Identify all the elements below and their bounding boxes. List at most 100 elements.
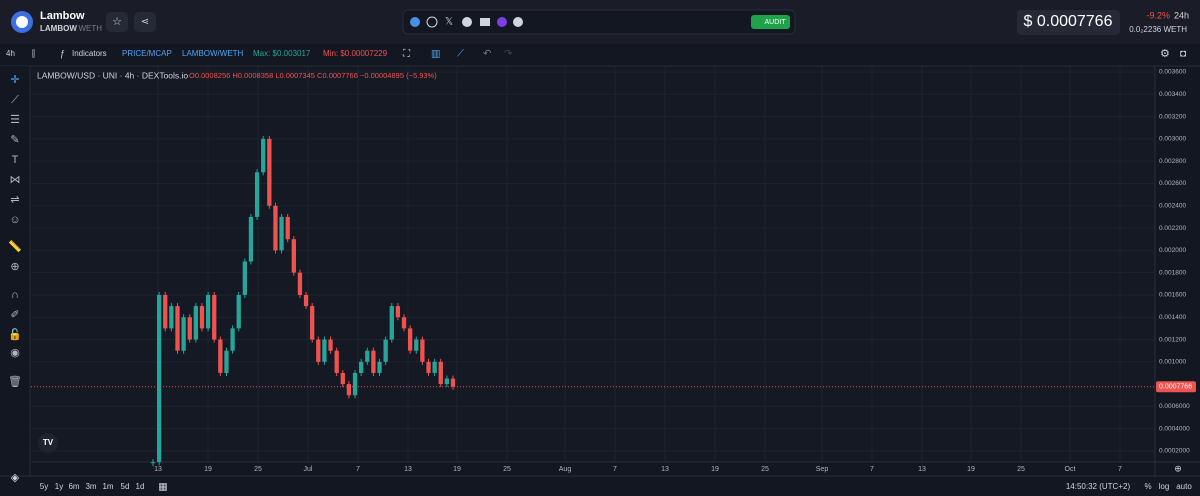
x-tick-label: 7 — [356, 466, 360, 473]
x-icon[interactable]: 𝕏 — [445, 17, 453, 28]
candle — [322, 339, 327, 362]
layers-icon[interactable]: ◈ — [11, 472, 20, 484]
log-toggle[interactable]: log — [1159, 482, 1170, 491]
web-icon[interactable] — [426, 16, 438, 28]
tool-icon[interactable]: ∩ — [11, 289, 19, 301]
y-tick-label: 0.001200 — [1159, 336, 1186, 343]
tool-icon[interactable]: 🔓 — [8, 328, 22, 341]
x-tick-label: 19 — [453, 466, 461, 473]
indicators[interactable]: Indicators — [72, 49, 107, 58]
min-price: Min: $0.00007229 — [323, 49, 388, 58]
x-tick-label: 13 — [154, 466, 162, 473]
y-tick-label: 0.002800 — [1159, 158, 1186, 165]
camera-icon[interactable]: ◘ — [1180, 49, 1186, 60]
candle — [218, 339, 223, 373]
candle — [414, 339, 419, 351]
y-tick-label: 0.001800 — [1159, 269, 1186, 276]
y-tick-label: 0.002600 — [1159, 180, 1186, 187]
candle — [169, 306, 174, 329]
x-tick-label: 25 — [761, 466, 769, 473]
candle — [426, 361, 431, 373]
candle — [383, 339, 388, 362]
current-price: $ 0.0007766 — [1024, 13, 1113, 30]
tool-icon[interactable]: ⋈ — [10, 174, 21, 186]
telegram-icon[interactable] — [462, 17, 472, 27]
tool-icon[interactable]: ⇌ — [10, 194, 19, 206]
candle — [285, 216, 290, 240]
candle — [432, 361, 437, 373]
auto-toggle[interactable]: auto — [1176, 482, 1192, 491]
mail-icon[interactable] — [480, 18, 490, 26]
bars-icon[interactable]: ▥ — [431, 49, 440, 60]
line-icon[interactable]: ⟋ — [457, 49, 464, 60]
candle — [340, 372, 345, 385]
range-button[interactable]: 6m — [68, 482, 79, 491]
y-tick-label: 0.001600 — [1159, 292, 1186, 299]
more-icon[interactable] — [513, 17, 523, 27]
x-tick-label: 13 — [661, 466, 669, 473]
tool-icon[interactable]: T — [12, 154, 19, 166]
interval[interactable]: 4h — [6, 49, 15, 58]
x-tick-label: 7 — [1118, 466, 1122, 473]
price-mcap[interactable]: PRICE/MCAP — [122, 49, 172, 58]
x-tick-label: 7 — [870, 466, 874, 473]
tool-icon[interactable]: ✎ — [10, 134, 19, 146]
tool-icon[interactable]: ◉ — [10, 347, 20, 359]
audit-button[interactable] — [751, 15, 790, 29]
settings-icon[interactable]: ⚙ — [1160, 48, 1170, 60]
link-icon[interactable] — [410, 17, 420, 27]
tv-logo[interactable] — [38, 433, 58, 453]
tool-icon[interactable]: ☰ — [10, 114, 20, 126]
tool-icon[interactable]: 📏 — [8, 240, 22, 253]
candle — [205, 294, 211, 329]
share-button[interactable] — [134, 12, 156, 32]
candle — [230, 328, 235, 351]
tool-icon[interactable]: ✐ — [10, 309, 19, 321]
range-button[interactable]: 1m — [102, 482, 113, 491]
x-tick-label: Aug — [559, 466, 572, 473]
star-icon: ☆ — [112, 16, 122, 28]
candle — [389, 306, 394, 340]
pair-base: LAMBOW — [40, 24, 77, 33]
redo-icon[interactable]: ↷ — [504, 49, 513, 60]
candle — [224, 350, 229, 373]
x-tick-label: 25 — [254, 466, 262, 473]
pair-toggle[interactable]: LAMBOW/WETH — [182, 49, 244, 58]
range-button[interactable]: 1y — [55, 482, 63, 491]
tool-icon[interactable]: ✛ — [10, 74, 19, 86]
range-button[interactable]: 5d — [121, 482, 130, 491]
y-tick-label: 0.0006000 — [1159, 403, 1190, 410]
audit-label: AUDIT — [765, 19, 787, 26]
app-icon[interactable] — [497, 17, 507, 27]
x-tick-label: 7 — [613, 466, 617, 473]
candle — [438, 361, 443, 385]
candle — [328, 339, 333, 351]
tv-logo-text: TV — [43, 438, 54, 447]
tool-icon[interactable]: ⊕ — [10, 261, 19, 273]
tool-icon[interactable]: ⟋ — [11, 94, 19, 106]
x-tick-label: Oct — [1065, 466, 1076, 473]
candle — [395, 306, 401, 318]
undo-icon[interactable]: ↶ — [483, 49, 491, 60]
x-tick-label: 13 — [918, 466, 926, 473]
range-button[interactable]: 5y — [40, 482, 48, 491]
range-button[interactable]: 3m — [85, 482, 96, 491]
fullscreen-icon[interactable]: ⛶ — [402, 49, 411, 60]
range-button[interactable]: 1d — [136, 482, 145, 491]
candle — [261, 138, 266, 173]
candle — [316, 339, 321, 362]
candle — [420, 339, 425, 362]
candle — [175, 306, 180, 351]
date-range-icon[interactable]: ▦ — [158, 482, 167, 493]
tool-icon[interactable]: ☺ — [9, 214, 20, 226]
percent-toggle[interactable]: % — [1144, 482, 1151, 491]
tool-icon[interactable]: 🗑 — [8, 375, 22, 388]
axis-settings-icon[interactable]: ⊕ — [1174, 463, 1182, 473]
candle — [401, 317, 407, 329]
favorite-button[interactable] — [106, 12, 128, 32]
candle — [371, 350, 376, 373]
candle — [181, 317, 186, 351]
candle-type-icon[interactable]: ⫿ — [32, 48, 35, 58]
candle — [187, 317, 192, 340]
candle — [267, 138, 272, 206]
